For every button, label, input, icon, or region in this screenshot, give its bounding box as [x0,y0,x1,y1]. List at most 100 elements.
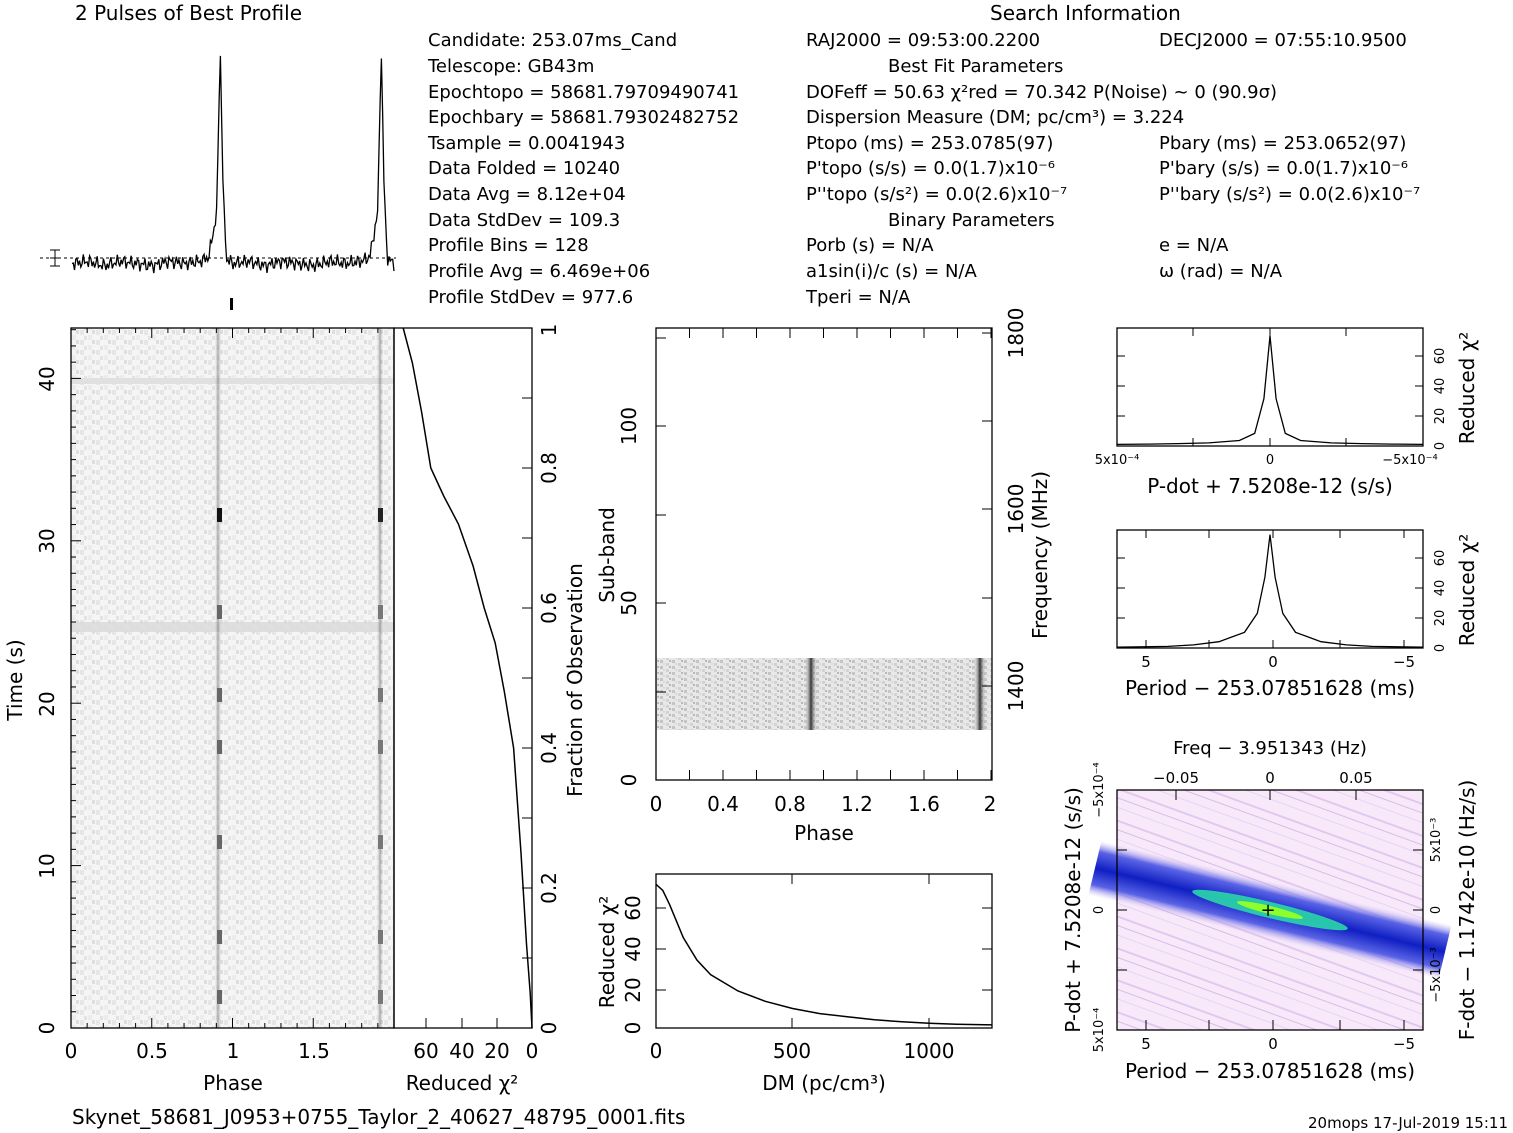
pdot-series-line [1116,335,1424,446]
y-axis-label: Reduced χ² [1455,534,1479,647]
tick-marks [425,327,532,1029]
x-tick-label: 20 [484,1039,509,1063]
y-tick-label: 0 [621,1022,645,1035]
info-line: Profile Bins = 128 [428,235,589,256]
y-tick-label: 0 [1433,442,1448,450]
y2-tick-label: −5x10⁻³ [1429,947,1444,1002]
info-line: P'bary (s/s) = 0.0(1.7)x10⁻⁶ [1159,158,1408,179]
y-axis-label: Sub-band [595,507,619,603]
pulse-blob [217,605,222,619]
info-line: Profile StdDev = 977.6 [428,287,633,308]
x-tick-label: 0 [650,1039,663,1063]
x-tick-label: 40 [449,1039,474,1063]
x-axis-label: Reduced χ² [406,1071,519,1095]
pulse-blob [217,835,222,849]
top-axis-label: Freq − 3.951343 (Hz) [1173,738,1367,759]
info-column-3: DECJ2000 = 07:55:10.9500 Pbary (ms) = 25… [1159,30,1420,282]
x-tick-label: 5 [1141,1035,1151,1053]
dm-frame [655,873,993,1029]
y-tick-label: 10 [35,853,59,878]
x-tick-label: 0 [526,1039,539,1063]
subband-image [656,658,992,730]
info-line: Pbary (ms) = 253.0652(97) [1159,133,1406,154]
info-line: Best Fit Parameters [888,56,1063,77]
timestamp: 20mops 17-Jul-2019 15:11 [1308,1114,1508,1132]
error-bar [50,249,60,267]
x-tick-label: 1.2 [841,792,873,816]
y2-tick-label: 1600 [1004,484,1028,535]
x-tick-label: 1000 [904,1039,955,1063]
y-tick-label: 1 [537,324,561,337]
x-tick-label: 1.6 [908,792,940,816]
info-line: e = N/A [1159,235,1229,256]
y-tick-label: 40 [1433,580,1448,597]
y2-axis-label: Frequency (MHz) [1028,471,1052,639]
x-tick-label: 60 [413,1039,438,1063]
period-series-line [1116,534,1424,648]
pulse-blob [378,835,383,849]
interference-band [71,622,394,632]
x-axis-label: Phase [203,1071,263,1095]
x-tick-label: 0 [1268,653,1278,671]
period-frame [1116,529,1424,649]
x-tick-label: 0 [1268,1035,1278,1053]
info-line: Tperi = N/A [805,287,911,308]
tick-marks [655,874,992,1029]
y-tick-label: 40 [1433,378,1448,395]
y-axis-label: Fraction of Observation [563,563,587,797]
info-line: DECJ2000 = 07:55:10.9500 [1159,30,1407,51]
y-tick-label: 0 [1092,906,1107,914]
info-line: Dispersion Measure (DM; pc/cm³) = 3.224 [806,107,1184,128]
pulse-blobs [217,508,383,1004]
info-line: Data StdDev = 109.3 [428,210,620,231]
y-axis-label: Reduced χ² [1455,332,1479,445]
top-tick-label: 0 [1265,769,1275,787]
x-axis-label: P-dot + 7.5208e-12 (s/s) [1147,474,1393,498]
info-line: a1sin(i)/c (s) = N/A [806,261,977,282]
info-line: Binary Parameters [888,210,1055,231]
x-tick-label: 0.8 [774,792,806,816]
info-line: Profile Avg = 6.469e+06 [428,261,650,282]
info-column-2: RAJ2000 = 09:53:00.2200 Best Fit Paramet… [805,30,1277,308]
pulse-blob [217,688,222,702]
pulse-blob [217,990,222,1004]
info-line: P'topo (s/s) = 0.0(1.7)x10⁻⁶ [806,158,1055,179]
dm-panel: 0 500 1000 DM (pc/cm³) 0 20 40 60 Reduce… [595,873,993,1095]
y-tick-label: 0 [537,1022,561,1035]
pulse-track [804,658,818,730]
x-tick-label: 0 [1266,453,1274,468]
best-fit-marker: + [1260,900,1275,921]
pulse-blob [378,508,383,522]
dm-series-line [655,883,993,1026]
pp-peak [1236,901,1304,919]
x-axis-label: Phase [794,821,854,845]
x-tick-label: −5x10⁻⁴ [1382,453,1437,468]
period-panel: 5 0 −5 Period − 253.07851628 (ms) 0 20 4… [1116,529,1479,700]
top-tick-label: 0.05 [1339,769,1372,787]
pulse-blob [217,930,222,944]
pulse-track [973,658,987,730]
y-tick-label: 100 [617,407,641,445]
y2-axis-label: F-dot − 1.1742e-10 (Hz/s) [1455,780,1479,1041]
pulse-track [214,328,222,1028]
y2-tick-label: 1800 [1004,308,1028,359]
x-axis-label: Period − 253.07851628 (ms) [1125,676,1415,700]
tick-marks [1117,530,1423,648]
pulse-blob [378,930,383,944]
y-tick-label: 20 [621,977,645,1002]
x-axis-label: Period − 253.07851628 (ms) [1125,1059,1415,1083]
chi2-time-series-line [402,327,533,1029]
profile-series-line [71,55,395,274]
info-line: Data Folded = 10240 [428,158,620,179]
y-tick-label: 0.6 [537,592,561,624]
y-tick-label: 20 [35,691,59,716]
x-axis-label: DM (pc/cm³) [762,1071,886,1095]
y-tick-label: 30 [35,528,59,553]
x-tick-label: 0 [650,792,663,816]
y-tick-label: 20 [1433,610,1448,627]
x-tick-label: 0.4 [707,792,739,816]
profile-plot [40,55,396,310]
profile-title: 2 Pulses of Best Profile [75,1,302,25]
y-tick-label: 60 [621,895,645,920]
pulse-blob [378,688,383,702]
